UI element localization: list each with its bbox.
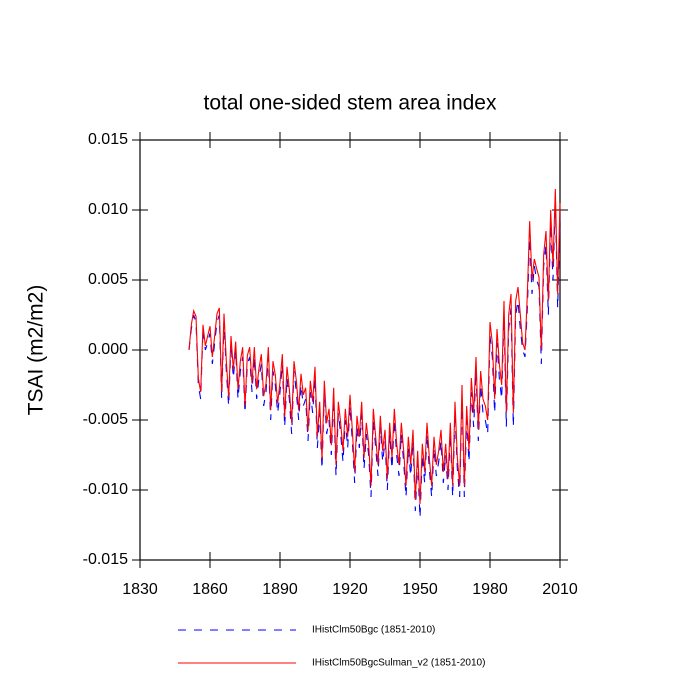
x-tick-label: 1980: [472, 581, 508, 598]
y-tick-label: -0.015: [83, 551, 128, 568]
y-tick-label: 0.010: [88, 201, 128, 218]
series-line: [188, 202, 561, 519]
legend-label: IHistClm50Bgc (1851-2010): [312, 625, 435, 636]
x-tick-label: 1890: [262, 581, 298, 598]
y-tick-label: -0.010: [83, 481, 128, 498]
y-tick-label: 0.015: [88, 131, 128, 148]
y-axis-label: TSAI (m2/m2): [25, 285, 48, 416]
series-line: [188, 188, 561, 505]
chart-title: total one-sided stem area index: [203, 92, 497, 115]
y-tick-label: 0.000: [88, 341, 128, 358]
plot-frame: [139, 139, 561, 561]
x-tick-label: 1830: [122, 581, 158, 598]
x-tick-label: 1950: [402, 581, 438, 598]
y-tick-label: -0.005: [83, 411, 128, 428]
x-tick-label: 1920: [332, 581, 368, 598]
x-tick-label: 2010: [542, 581, 578, 598]
legend-label: IHistClm50BgcSulman_v2 (1851-2010): [312, 658, 485, 669]
y-tick-label: 0.005: [88, 271, 128, 288]
x-tick-label: 1860: [192, 581, 228, 598]
